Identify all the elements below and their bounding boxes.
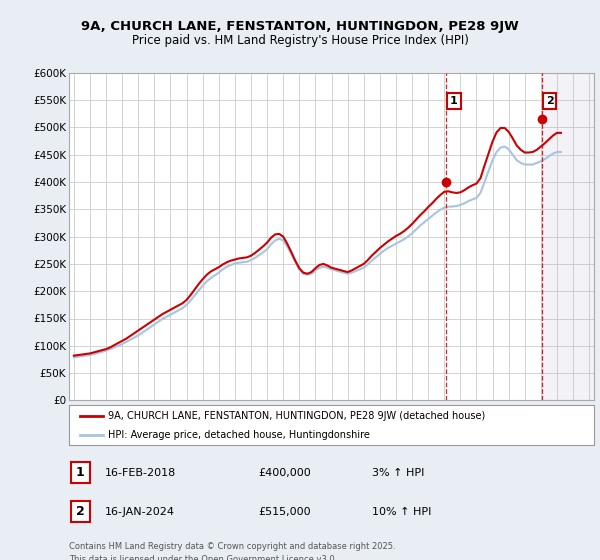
Text: 9A, CHURCH LANE, FENSTANTON, HUNTINGDON, PE28 9JW: 9A, CHURCH LANE, FENSTANTON, HUNTINGDON,… — [81, 20, 519, 32]
Text: HPI: Average price, detached house, Huntingdonshire: HPI: Average price, detached house, Hunt… — [109, 430, 370, 440]
Text: 2: 2 — [76, 505, 85, 519]
Text: £400,000: £400,000 — [258, 468, 311, 478]
Text: Contains HM Land Registry data © Crown copyright and database right 2025.
This d: Contains HM Land Registry data © Crown c… — [69, 542, 395, 560]
Text: 1: 1 — [76, 466, 85, 479]
Bar — [542, 73, 594, 400]
Text: Price paid vs. HM Land Registry's House Price Index (HPI): Price paid vs. HM Land Registry's House … — [131, 34, 469, 46]
Text: 3% ↑ HPI: 3% ↑ HPI — [372, 468, 424, 478]
Text: £515,000: £515,000 — [258, 507, 311, 517]
Text: 1: 1 — [450, 96, 458, 106]
Text: 2: 2 — [546, 96, 554, 106]
Text: 16-FEB-2018: 16-FEB-2018 — [105, 468, 176, 478]
Text: 16-JAN-2024: 16-JAN-2024 — [105, 507, 175, 517]
Text: 10% ↑ HPI: 10% ↑ HPI — [372, 507, 431, 517]
Text: 9A, CHURCH LANE, FENSTANTON, HUNTINGDON, PE28 9JW (detached house): 9A, CHURCH LANE, FENSTANTON, HUNTINGDON,… — [109, 411, 485, 421]
